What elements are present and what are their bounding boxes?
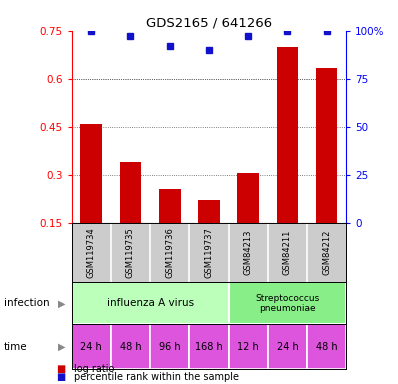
- Bar: [268, 324, 307, 369]
- Text: time: time: [4, 341, 27, 352]
- Text: 48 h: 48 h: [316, 341, 338, 352]
- Text: 12 h: 12 h: [237, 341, 259, 352]
- Text: Streptococcus
pneumoniae: Streptococcus pneumoniae: [255, 294, 320, 313]
- Text: 48 h: 48 h: [120, 341, 141, 352]
- Bar: [72, 324, 111, 369]
- Text: infection: infection: [4, 298, 50, 308]
- Text: GSM84212: GSM84212: [322, 230, 331, 275]
- Bar: [228, 324, 268, 369]
- Bar: [150, 324, 189, 369]
- Text: percentile rank within the sample: percentile rank within the sample: [74, 372, 239, 382]
- Bar: [237, 173, 259, 271]
- Text: GSM119735: GSM119735: [126, 227, 135, 278]
- Text: GSM84213: GSM84213: [244, 230, 253, 275]
- Bar: [228, 282, 346, 324]
- Title: GDS2165 / 641266: GDS2165 / 641266: [146, 17, 272, 30]
- Text: 24 h: 24 h: [277, 341, 298, 352]
- Text: 96 h: 96 h: [159, 341, 181, 352]
- Text: influenza A virus: influenza A virus: [107, 298, 194, 308]
- Text: ▶: ▶: [58, 298, 65, 308]
- Text: log ratio: log ratio: [74, 364, 114, 374]
- Bar: [307, 324, 346, 369]
- Bar: [80, 124, 102, 271]
- Text: GSM119734: GSM119734: [87, 227, 96, 278]
- Text: ■: ■: [56, 364, 65, 374]
- Bar: [111, 324, 150, 369]
- Text: ■: ■: [56, 372, 65, 382]
- Text: GSM84211: GSM84211: [283, 230, 292, 275]
- Text: 168 h: 168 h: [195, 341, 223, 352]
- Bar: [72, 282, 228, 324]
- Bar: [120, 162, 141, 271]
- Text: 24 h: 24 h: [80, 341, 102, 352]
- Text: GSM119736: GSM119736: [165, 227, 174, 278]
- Bar: [189, 324, 228, 369]
- Bar: [277, 47, 298, 271]
- Bar: [316, 68, 338, 271]
- Bar: [198, 200, 220, 271]
- Text: GSM119737: GSM119737: [205, 227, 213, 278]
- Bar: [159, 189, 181, 271]
- Text: ▶: ▶: [58, 341, 65, 352]
